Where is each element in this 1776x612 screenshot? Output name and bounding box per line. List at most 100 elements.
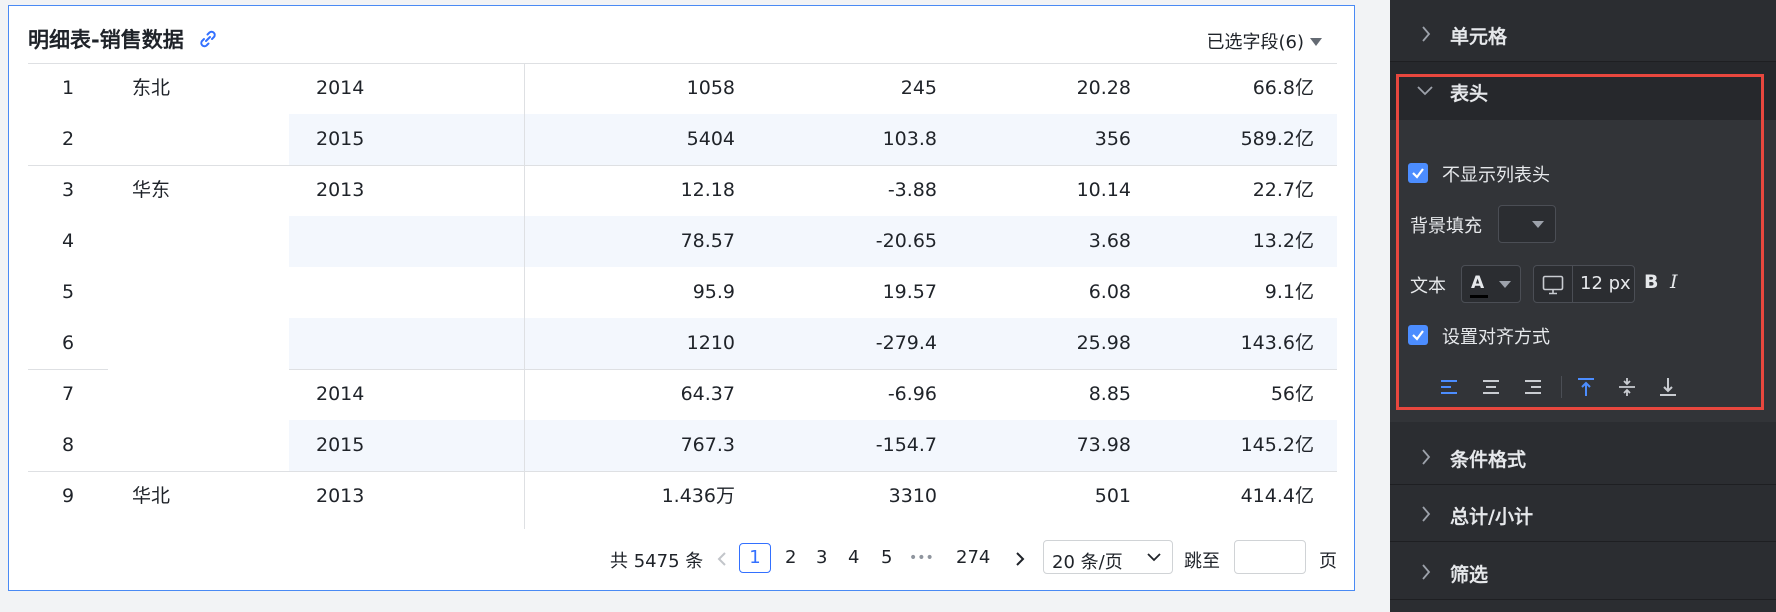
- section-conditional-format[interactable]: 条件格式: [1390, 428, 1776, 485]
- page-5-button[interactable]: 5: [881, 547, 893, 568]
- table-row[interactable]: 8 2015 767.3 -154.7 73.98 145.2亿: [28, 420, 1337, 471]
- align-center-icon[interactable]: [1480, 376, 1502, 398]
- row-index-cell: 5: [61, 281, 75, 303]
- table-row[interactable]: 7 2014 64.37 -6.96 8.85 56亿: [28, 369, 1337, 420]
- value-cell: 12.18: [680, 179, 735, 201]
- value-cell: 73.98: [1076, 434, 1131, 456]
- value-cell: -279.4: [875, 332, 937, 354]
- align-left-icon[interactable]: [1438, 376, 1460, 398]
- align-middle-icon[interactable]: [1616, 376, 1638, 398]
- table-row[interactable]: 2 2015 5404 103.8 356 589.2亿: [28, 114, 1337, 165]
- value-cell: 9.1亿: [1264, 281, 1314, 303]
- italic-button[interactable]: I: [1670, 271, 1678, 293]
- value-cell: 13.2亿: [1252, 230, 1314, 252]
- row-index-cell: 8: [61, 434, 75, 456]
- caret-down-icon: [1532, 221, 1544, 228]
- page-3-button[interactable]: 3: [816, 547, 828, 568]
- section-header[interactable]: 表头: [1390, 62, 1776, 120]
- value-cell: 6.08: [1088, 281, 1131, 303]
- value-cell: 1058: [686, 77, 735, 99]
- table-row[interactable]: 5 95.9 19.57 6.08 9.1亿: [28, 267, 1337, 318]
- page-size-select[interactable]: 20 条/页: [1043, 540, 1173, 574]
- section-cell-label: 单元格: [1450, 26, 1508, 48]
- selected-fields-dropdown[interactable]: 已选字段(6): [1206, 28, 1322, 54]
- chevron-right-icon: [1422, 564, 1431, 580]
- text-style-label: 文本: [1410, 276, 1446, 297]
- set-alignment-label: 设置对齐方式: [1442, 327, 1550, 348]
- hide-column-header-checkbox[interactable]: [1408, 163, 1428, 183]
- hide-column-header-label: 不显示列表头: [1442, 165, 1550, 186]
- value-cell: 22.7亿: [1252, 179, 1314, 201]
- chevron-down-icon: [1417, 86, 1433, 96]
- chevron-right-icon: [1422, 506, 1431, 522]
- align-top-icon[interactable]: [1575, 376, 1597, 398]
- group-divider: [28, 471, 1337, 472]
- monitor-icon: [1542, 275, 1564, 295]
- background-fill-label: 背景填充: [1410, 216, 1482, 237]
- value-cell: 20.28: [1076, 77, 1131, 99]
- value-cell: -20.65: [875, 230, 937, 252]
- selected-fields-label: 已选字段(6): [1206, 32, 1305, 53]
- table-row[interactable]: 1 东北 2014 1058 245 20.28 66.8亿: [28, 63, 1337, 114]
- chevron-right-icon: [1422, 449, 1431, 465]
- year-cell: 2013: [316, 179, 365, 201]
- value-cell: 95.9: [692, 281, 735, 303]
- bold-button[interactable]: B: [1644, 271, 1659, 293]
- value-cell: 589.2亿: [1240, 128, 1314, 150]
- year-cell: 2014: [316, 77, 365, 99]
- align-bottom-icon[interactable]: [1657, 376, 1679, 398]
- header-settings-body: 不显示列表头 背景填充 文本 A 12 px B I 设置对齐方式: [1390, 120, 1776, 422]
- region-cell: 东北: [132, 77, 171, 99]
- background-fill-color-picker[interactable]: [1498, 205, 1556, 243]
- value-cell: 5404: [686, 128, 735, 150]
- font-color-icon: A: [1471, 273, 1485, 293]
- value-cell: -154.7: [875, 434, 937, 456]
- value-cell: 145.2亿: [1240, 434, 1314, 456]
- value-cell: 414.4亿: [1240, 485, 1314, 507]
- value-cell: 19.57: [882, 281, 937, 303]
- page-2-button[interactable]: 2: [785, 547, 797, 568]
- page-1-button[interactable]: 1: [739, 543, 771, 573]
- row-stripe: [289, 318, 1337, 369]
- page-4-button[interactable]: 4: [848, 547, 860, 568]
- jump-label: 跳至: [1184, 551, 1220, 572]
- row-index-cell: 1: [61, 77, 75, 99]
- value-cell: 1.436万: [661, 485, 735, 507]
- table-row[interactable]: 9 华北 2013 1.436万 3310 501 414.4亿: [28, 471, 1337, 522]
- font-size-value[interactable]: 12 px: [1580, 273, 1631, 294]
- font-size-control[interactable]: 12 px: [1533, 265, 1635, 303]
- section-conditional-format-label: 条件格式: [1450, 449, 1527, 471]
- set-alignment-checkbox[interactable]: [1408, 325, 1428, 345]
- page-suffix: 页: [1319, 551, 1337, 572]
- prev-page-icon[interactable]: [716, 551, 728, 567]
- chevron-right-icon: [1422, 26, 1431, 42]
- group-divider: [28, 369, 108, 370]
- page-ellipsis[interactable]: •••: [909, 550, 934, 566]
- caret-down-icon: [1310, 38, 1322, 46]
- font-color-swatch: [1470, 295, 1488, 298]
- next-page-icon[interactable]: [1014, 551, 1026, 567]
- section-filter[interactable]: 筛选: [1390, 543, 1776, 600]
- row-stripe: [289, 114, 1337, 165]
- row-index-cell: 2: [61, 128, 75, 150]
- last-page-button[interactable]: 274: [956, 547, 991, 568]
- value-cell: 56亿: [1270, 383, 1314, 405]
- settings-panel: 单元格 表头 不显示列表头 背景填充 文本 A 12 px: [1390, 0, 1776, 612]
- value-cell: 103.8: [882, 128, 937, 150]
- jump-page-input[interactable]: [1234, 540, 1306, 574]
- link-icon[interactable]: [197, 28, 219, 50]
- value-cell: 64.37: [680, 383, 735, 405]
- value-cell: 245: [900, 77, 937, 99]
- table-row[interactable]: 4 78.57 -20.65 3.68 13.2亿: [28, 216, 1337, 267]
- value-cell: 767.3: [680, 434, 735, 456]
- font-color-picker[interactable]: A: [1461, 265, 1521, 303]
- table-row[interactable]: 6 1210 -279.4 25.98 143.6亿: [28, 318, 1337, 369]
- align-right-icon[interactable]: [1522, 376, 1544, 398]
- table-row[interactable]: 3 华东 2013 12.18 -3.88 10.14 22.7亿: [28, 165, 1337, 216]
- section-cell[interactable]: 单元格: [1390, 5, 1776, 62]
- value-cell: 3.68: [1088, 230, 1131, 252]
- value-cell: 501: [1094, 485, 1131, 507]
- value-cell: 143.6亿: [1240, 332, 1314, 354]
- section-total-subtotal[interactable]: 总计/小计: [1390, 485, 1776, 542]
- detail-table-card[interactable]: 明细表-销售数据 已选字段(6) 1 东北 2014 1058 245 20.28 66.8…: [8, 5, 1355, 591]
